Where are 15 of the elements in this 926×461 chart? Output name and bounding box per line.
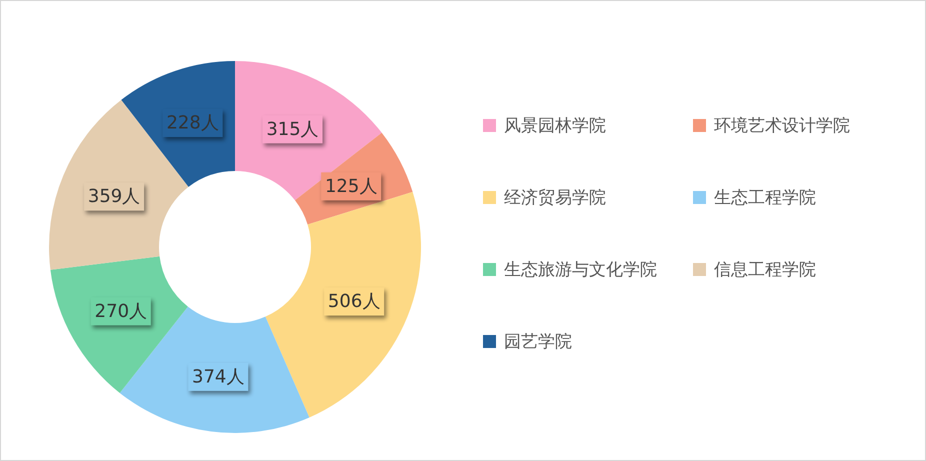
data-label: 270人 (94, 300, 148, 322)
donut-slice (235, 61, 382, 200)
legend-label: 生态工程学院 (714, 186, 816, 208)
data-label: 374人 (192, 366, 244, 388)
data-label: 506人 (328, 291, 380, 312)
data-label: 228人 (166, 112, 219, 134)
legend-label: 风景园林学院 (504, 114, 606, 136)
legend-label: 经济贸易学院 (504, 186, 606, 208)
legend-label: 信息工程学院 (714, 258, 816, 280)
data-label: 359人 (88, 186, 140, 208)
data-label: 315人 (266, 118, 319, 140)
data-label: 125人 (324, 176, 378, 197)
legend-label: 生态旅游与文化学院 (504, 258, 657, 280)
legend-label: 园艺学院 (504, 330, 572, 352)
legend-label: 环境艺术设计学院 (714, 114, 850, 136)
